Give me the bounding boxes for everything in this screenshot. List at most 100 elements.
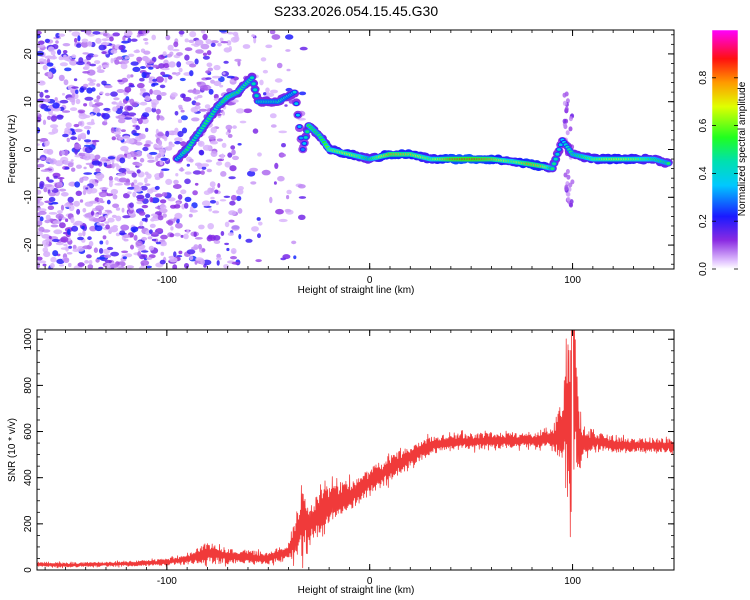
- noise-blob: [141, 250, 149, 253]
- noise-blob: [154, 145, 163, 149]
- track-core: [555, 152, 560, 156]
- noise-blob: [198, 224, 205, 230]
- noise-blob: [55, 213, 64, 220]
- noise-blob: [210, 188, 215, 193]
- noise-blob: [179, 77, 186, 82]
- noise-blob: [164, 77, 168, 83]
- noise-blob: [255, 259, 262, 263]
- noise-blob: [130, 74, 134, 78]
- noise-blob: [66, 137, 71, 143]
- noise-blob: [184, 263, 189, 269]
- noise-blob: [154, 185, 160, 190]
- noise-blob: [194, 105, 201, 110]
- noise-blob: [135, 125, 140, 130]
- noise-blob: [63, 257, 70, 263]
- noise-blob: [61, 149, 65, 156]
- noise-blob: [135, 49, 140, 52]
- noise-blob: [95, 37, 102, 44]
- y-tick-label: 600: [23, 423, 34, 440]
- noise-blob: [111, 214, 117, 218]
- noise-blob: [163, 63, 170, 69]
- noise-blob: [151, 102, 157, 109]
- noise-blob: [169, 257, 178, 263]
- noise-blob: [192, 190, 198, 196]
- noise-blob: [158, 172, 164, 179]
- noise-blob: [215, 201, 219, 206]
- noise-blob: [212, 210, 220, 214]
- noise-blob: [125, 265, 135, 269]
- noise-blob: [232, 155, 239, 161]
- noise-blob: [48, 55, 58, 60]
- noise-blob: [231, 224, 240, 231]
- noise-blob: [252, 128, 259, 134]
- noise-blob: [137, 251, 142, 257]
- noise-blob: [147, 236, 153, 240]
- noise-blob: [98, 198, 104, 202]
- noise-blob: [76, 43, 82, 48]
- noise-blob: [176, 52, 183, 56]
- noise-blob: [96, 66, 102, 71]
- noise-blob: [77, 35, 81, 42]
- noise-blob: [84, 64, 90, 70]
- track-core: [253, 88, 258, 92]
- colorbar: 0.0 0.2 0.4 0.6 0.8 Normalized spectral ampl…: [698, 29, 748, 276]
- noise-blob: [260, 57, 267, 62]
- noise-blob: [74, 181, 81, 188]
- noise-blob: [137, 182, 144, 186]
- noise-blob: [39, 181, 45, 188]
- noise-blob: [216, 113, 222, 116]
- noise-blob: [173, 179, 179, 185]
- y-tick-label: -10: [23, 190, 34, 205]
- spectrogram-x-axis: -100 0 100: [44, 30, 675, 286]
- noise-blob: [215, 257, 222, 261]
- noise-blob: [173, 251, 177, 258]
- noise-blob: [110, 226, 118, 233]
- noise-blob: [97, 69, 105, 73]
- noise-blob: [157, 215, 164, 221]
- noise-blob: [45, 238, 51, 242]
- noise-blob: [37, 34, 41, 39]
- noise-blob: [151, 107, 157, 113]
- noise-blob: [86, 87, 93, 94]
- noise-blob: [121, 207, 125, 213]
- noise-blob: [274, 162, 279, 169]
- noise-blob: [223, 264, 230, 269]
- noise-blob: [165, 34, 171, 41]
- noise-blob: [278, 130, 288, 134]
- noise-blob: [73, 78, 78, 82]
- noise-blob: [210, 150, 218, 157]
- noise-blob: [91, 139, 100, 143]
- noise-blob: [275, 208, 284, 215]
- noise-blob: [139, 133, 146, 140]
- noise-blob: [178, 30, 185, 35]
- noise-blob: [104, 221, 110, 224]
- noise-blob: [94, 60, 101, 65]
- noise-blob: [48, 202, 54, 205]
- noise-blob: [108, 176, 113, 181]
- noise-blob: [564, 106, 569, 112]
- noise-blob: [144, 57, 151, 63]
- noise-blob: [100, 223, 105, 227]
- noise-blob: [220, 41, 229, 44]
- noise-blob: [44, 219, 51, 224]
- noise-blob: [38, 80, 45, 84]
- noise-blob: [115, 102, 122, 106]
- noise-blob: [68, 181, 77, 187]
- noise-blob: [568, 182, 573, 188]
- noise-blob: [232, 125, 237, 129]
- noise-blob: [38, 208, 47, 212]
- noise-blob: [123, 30, 133, 37]
- x-tick-label: 100: [564, 275, 581, 286]
- noise-blob: [165, 130, 170, 138]
- noise-blob: [130, 61, 139, 66]
- noise-blob: [124, 86, 132, 93]
- noise-blob: [77, 109, 86, 114]
- noise-blob: [76, 208, 81, 215]
- noise-blob: [40, 103, 48, 110]
- noise-blob: [47, 71, 53, 78]
- noise-blob: [118, 136, 124, 140]
- noise-blob: [170, 92, 178, 98]
- noise-blob: [148, 229, 153, 234]
- noise-blob: [90, 118, 95, 125]
- noise-blob: [42, 64, 48, 71]
